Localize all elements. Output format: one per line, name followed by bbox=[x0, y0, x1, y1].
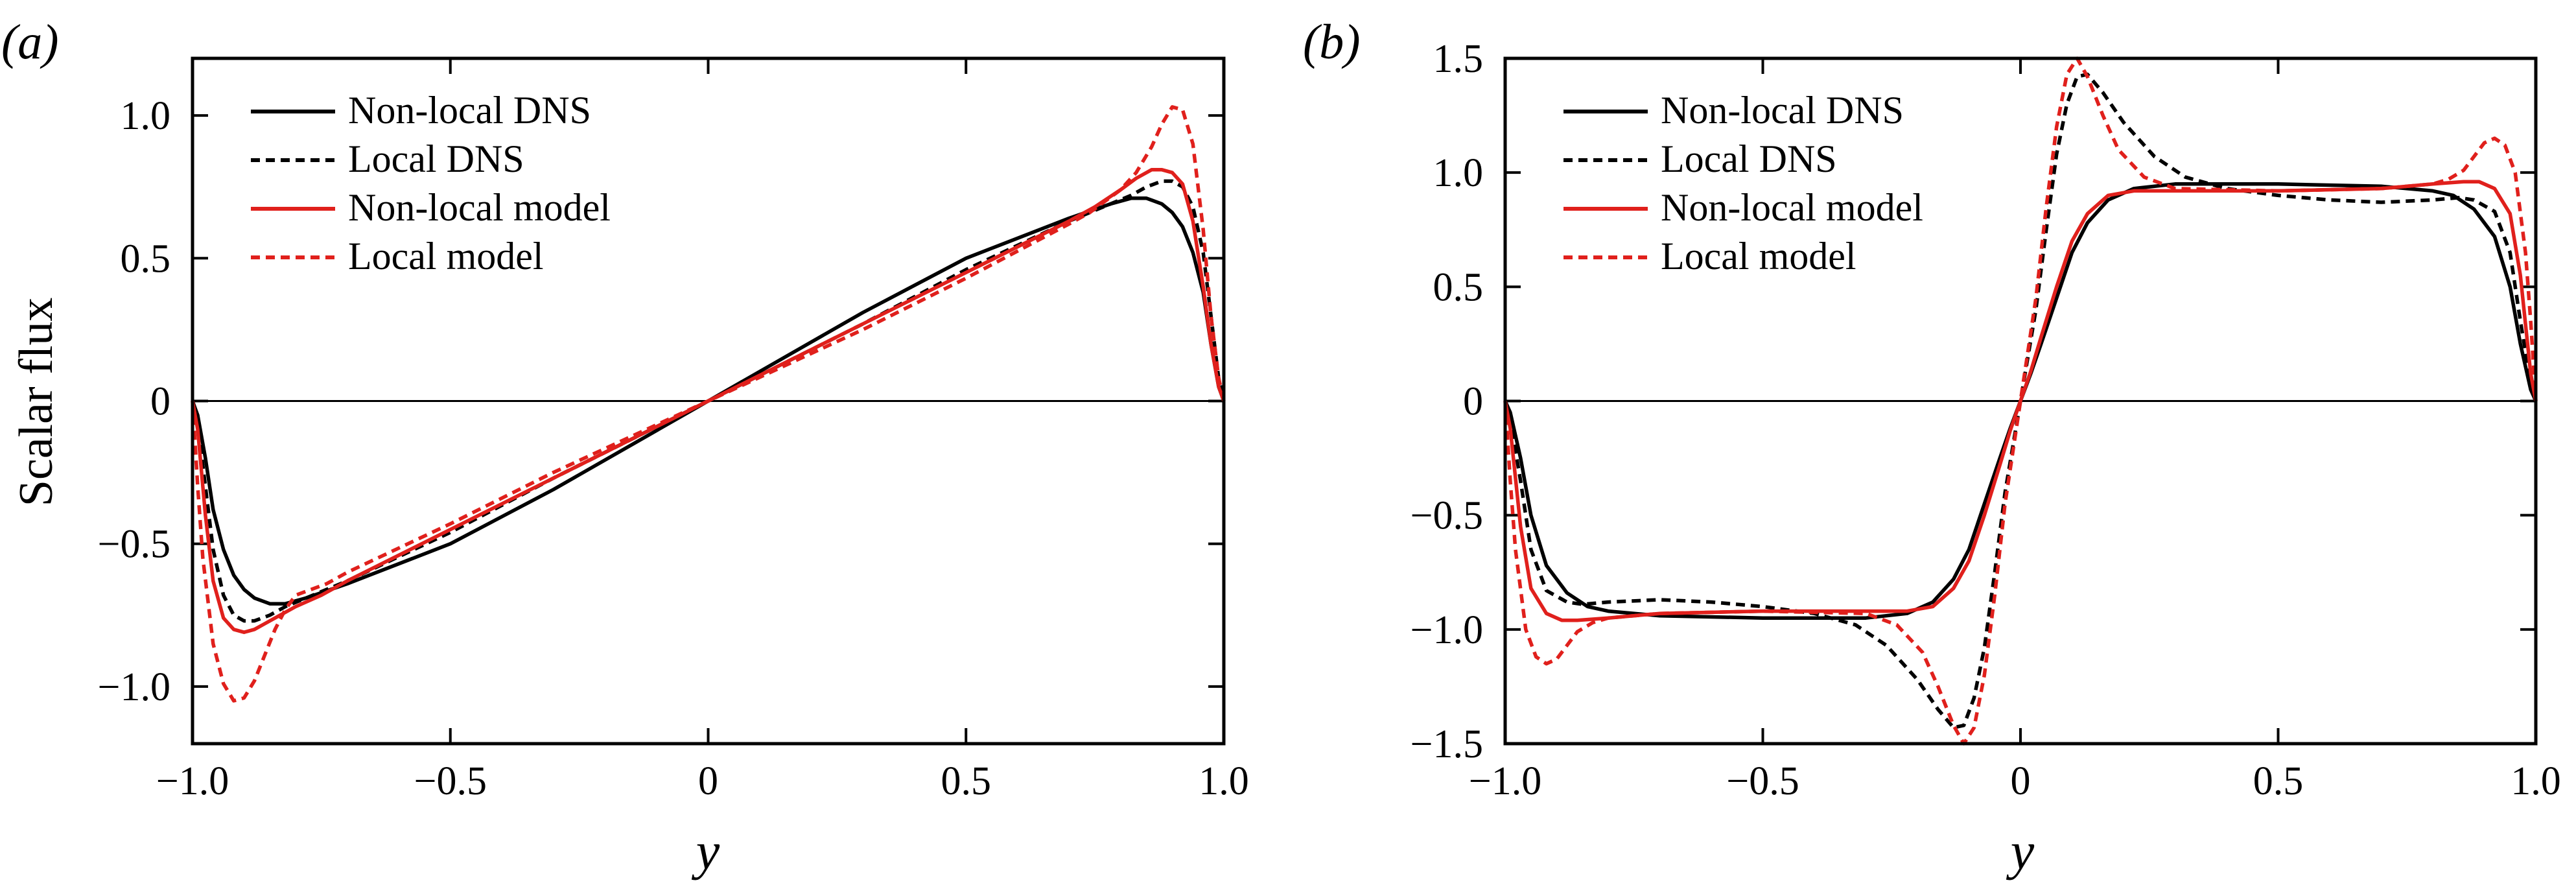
y-tick-label: 0.5 bbox=[121, 237, 171, 281]
x-tick-label: 1.0 bbox=[2511, 759, 2561, 803]
legend: Non-local DNS Local DNS Non-local model Loc… bbox=[1563, 89, 1923, 277]
legend-label: Local DNS bbox=[1661, 137, 1837, 180]
legend-label: Local model bbox=[348, 235, 544, 277]
x-tick-label: −0.5 bbox=[414, 759, 487, 803]
legend-label: Non-local model bbox=[348, 186, 611, 229]
x-tick-label: −1.0 bbox=[1469, 759, 1541, 803]
series-group bbox=[191, 105, 1226, 703]
y-tick-label: −0.5 bbox=[1411, 494, 1483, 538]
y-tick-label: −1.0 bbox=[98, 665, 170, 709]
legend: Non-local DNS Local DNS Non-local model Loc… bbox=[251, 89, 611, 277]
y-tick-label: 1.0 bbox=[1433, 151, 1484, 195]
legend-label: Local DNS bbox=[348, 137, 524, 180]
panel-label: (a) bbox=[1, 15, 59, 69]
legend-label: Non-local model bbox=[1661, 186, 1923, 229]
y-tick-label: 1.0 bbox=[121, 94, 171, 138]
legend-label: Non-local DNS bbox=[1661, 89, 1904, 132]
x-axis-title: y bbox=[2006, 821, 2035, 880]
x-tick-label: 0.5 bbox=[2253, 759, 2304, 803]
x-axis-title: y bbox=[692, 821, 720, 880]
panel-label: (b) bbox=[1303, 15, 1361, 69]
legend-label: Non-local DNS bbox=[348, 89, 591, 132]
plot-frame bbox=[191, 56, 1226, 746]
x-tick-label: 0 bbox=[698, 759, 718, 803]
y-tick-label: 0.5 bbox=[1433, 265, 1484, 309]
y-tick-label: −0.5 bbox=[98, 523, 170, 567]
x-tick-label: −0.5 bbox=[1726, 759, 1799, 803]
y-tick-label: 0 bbox=[150, 380, 170, 424]
x-tick-label: 0 bbox=[2011, 759, 2031, 803]
series-group bbox=[1503, 56, 2538, 746]
x-tick-label: −1.0 bbox=[156, 759, 229, 803]
x-tick-label: 0.5 bbox=[941, 759, 992, 803]
legend-label: Local model bbox=[1661, 235, 1856, 277]
series-line-non-local-model bbox=[1503, 180, 2538, 622]
x-tick-label: 1.0 bbox=[1199, 759, 1249, 803]
y-tick-label: 0 bbox=[1463, 380, 1483, 424]
plot-frame bbox=[1503, 56, 2538, 746]
tick-group: −1.0 −0.5 0 0.5 1.0 −1.0 −0.5 0 0.5 1.0 bbox=[98, 58, 1249, 803]
y-tick-label: −1.0 bbox=[1411, 608, 1483, 652]
panel-b: (b) y −1.0 −0.5 0 0.5 1.0−1.5−1.0−0.500.51.0… bbox=[1303, 15, 2561, 880]
y-axis-title: Scalar flux bbox=[10, 298, 63, 507]
tick-group: −1.0 −0.5 0 0.5 1.0−1.5−1.0−0.500.51.01.5 bbox=[1411, 37, 2561, 803]
series-line-local-model bbox=[191, 105, 1226, 703]
y-tick-label: 1.5 bbox=[1433, 37, 1484, 81]
y-tick-label: −1.5 bbox=[1411, 722, 1483, 766]
panel-a: (a) Scalar flux y −1.0 −0.5 0 0.5 1.0 −1.0 −0.… bbox=[1, 15, 1249, 880]
series-line-local-dns bbox=[1503, 72, 2538, 730]
series-line-local-model bbox=[1503, 56, 2538, 746]
